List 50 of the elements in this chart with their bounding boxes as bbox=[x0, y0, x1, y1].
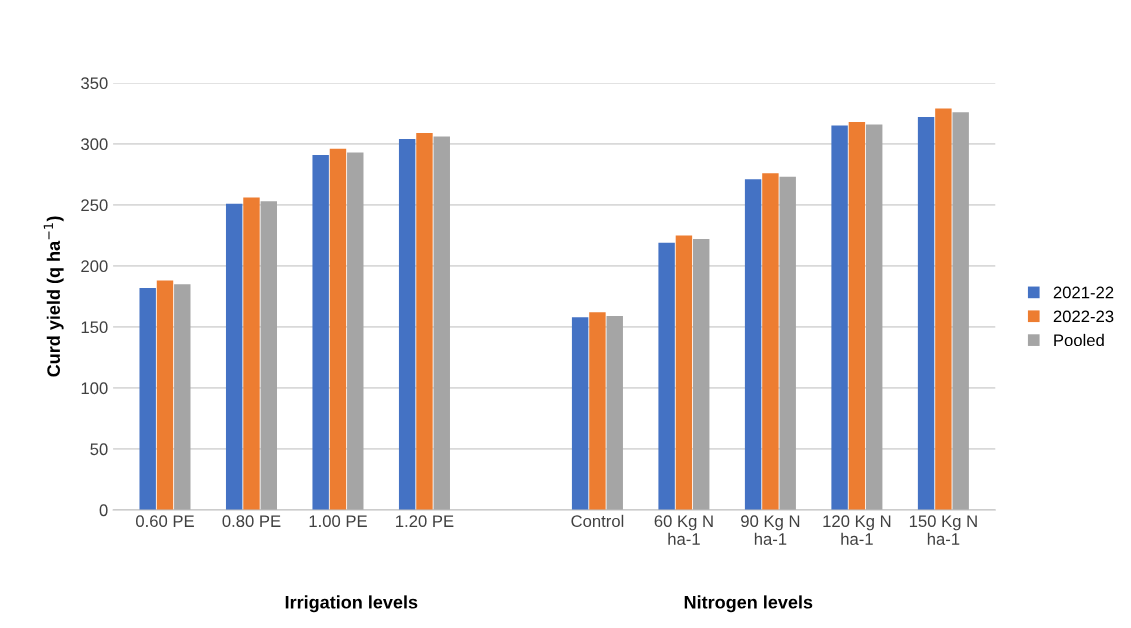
text: Nitrogen levels bbox=[684, 595, 813, 613]
bar bbox=[398, 139, 416, 510]
x-tick-label: 0.80 PE bbox=[222, 515, 281, 528]
x-tick-label: 120 Kg N ha-1 bbox=[823, 515, 891, 545]
bar bbox=[174, 284, 191, 510]
bar bbox=[606, 315, 623, 510]
y-tick-label: 100 bbox=[81, 382, 108, 395]
y-tick-label: 150 bbox=[81, 321, 108, 334]
bar bbox=[865, 124, 883, 510]
bar bbox=[225, 203, 243, 510]
bar bbox=[433, 136, 450, 510]
x-tick-label: 0.60 PE bbox=[135, 515, 194, 528]
y-tick-label: 350 bbox=[81, 77, 108, 90]
x-tick-label: Control bbox=[571, 514, 624, 528]
y-axis-title: Curd yield (q ha$^{−1}$) bbox=[43, 216, 64, 377]
bar bbox=[935, 108, 952, 510]
y-tick-label: 300 bbox=[81, 138, 108, 151]
bar bbox=[917, 117, 935, 510]
bar bbox=[762, 173, 779, 510]
legend-label: Pooled bbox=[1054, 333, 1104, 347]
y-tick-label: 200 bbox=[81, 260, 108, 273]
bar bbox=[571, 317, 589, 510]
x-tick-label: 150 Kg N ha-1 bbox=[909, 515, 977, 545]
bar bbox=[329, 148, 347, 510]
bar bbox=[243, 197, 260, 510]
legend-label: 2021-22 bbox=[1053, 286, 1114, 299]
x-tick-label: 90 Kg N ha-1 bbox=[741, 515, 800, 545]
bar bbox=[589, 312, 606, 510]
y-tick-label: 250 bbox=[81, 199, 108, 212]
x-tick-label: 60 Kg N ha-1 bbox=[654, 515, 713, 545]
bar bbox=[260, 201, 277, 510]
bar bbox=[779, 176, 796, 510]
text: Irrigation levels bbox=[285, 595, 418, 613]
bar bbox=[156, 280, 174, 510]
x-tick-label: 1.20 PE bbox=[396, 515, 454, 528]
bar bbox=[312, 154, 329, 510]
bar bbox=[952, 112, 969, 510]
bar bbox=[658, 242, 675, 510]
bar bbox=[675, 235, 693, 510]
legend-label: 2022-23 bbox=[1053, 310, 1114, 323]
y-tick-label: 50 bbox=[90, 443, 108, 456]
y-tick-label: 0 bbox=[99, 504, 108, 517]
bar bbox=[693, 239, 710, 510]
bar bbox=[416, 132, 433, 510]
bar bbox=[744, 179, 762, 510]
bar bbox=[831, 125, 848, 510]
bar bbox=[848, 121, 866, 510]
bar bbox=[139, 287, 156, 510]
x-tick-label: 1.00 PE bbox=[309, 515, 367, 528]
bar bbox=[347, 152, 364, 510]
